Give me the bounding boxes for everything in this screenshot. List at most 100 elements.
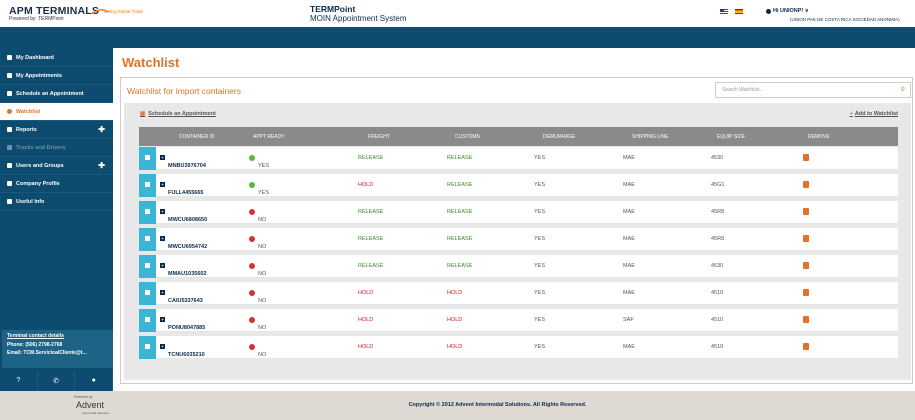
trash-icon[interactable] [803,181,809,188]
checkbox-icon[interactable] [145,317,150,322]
checkbox-icon[interactable] [145,290,150,295]
user-menu[interactable]: Hi UNIONP! ∨ [773,8,809,14]
contact-title[interactable]: Terminal contact details [7,333,64,339]
chat-icon[interactable]: ● [75,370,114,391]
sidebar-item-reports[interactable]: Reports ✚ [0,121,113,139]
trash-icon[interactable] [803,208,809,215]
cross-icon [249,317,255,323]
row-select[interactable] [139,282,156,305]
container-id[interactable]: + MWCU6808650 [160,209,207,223]
watchlist-table-area: ▦ Schedule an Appointment + Add to Watchli… [124,103,911,380]
checkbox-icon[interactable] [145,209,150,214]
search-input[interactable]: Search Watchlist... ⚲ [715,82,911,98]
trash-icon[interactable] [803,154,809,161]
freight-status: HOLD [358,317,374,323]
appt-ready-text: NO [258,244,267,250]
appt-ready-text: NO [258,217,267,223]
col-shipping-line[interactable]: SHIPPING LINE [632,134,669,140]
demurrage: YES [534,209,546,215]
phone-icon[interactable]: ✆ [38,370,76,391]
appt-ready[interactable]: NO [249,317,266,331]
container-id[interactable]: + MMAU1035602 [160,263,207,277]
checkbox-icon[interactable] [145,182,150,187]
demurrage: YES [534,290,546,296]
appt-ready-text: NO [258,298,267,304]
search-icon[interactable]: ⚲ [900,87,905,93]
sidebar-item-label: Reports [16,126,37,133]
trash-icon[interactable] [803,316,809,323]
advent-logo[interactable]: Advent [76,400,105,410]
equip-size: 45R8 [711,209,725,215]
trash-icon[interactable] [803,343,809,350]
add-to-watchlist-link[interactable]: + Add to Watchlist [850,111,898,117]
equip-size: 45R8 [711,236,725,242]
appointments-icon [7,73,12,78]
english-flag-icon[interactable] [720,9,728,14]
sidebar-item-label: Users and Groups [16,162,64,169]
cross-icon [249,344,255,350]
container-id[interactable]: + TCNU6035210 [160,344,205,358]
trash-icon[interactable] [803,289,809,296]
appt-ready[interactable]: NO [249,344,266,358]
container-id[interactable]: + MWCU6954742 [160,236,207,250]
sidebar-item-appointments[interactable]: My Appointments [0,67,113,85]
trash-icon[interactable] [803,235,809,242]
table-header: CONTAINER ID APPT READY FREIGHT CUSTOMS … [139,127,898,146]
row-select[interactable] [139,255,156,278]
col-container-id[interactable]: CONTAINER ID [179,134,215,140]
appt-ready[interactable]: YES [249,155,269,169]
expand-plus-icon[interactable]: + [160,182,165,188]
check-icon [249,182,255,188]
appt-ready[interactable]: NO [249,290,266,304]
schedule-appointment-link[interactable]: ▦ Schedule an Appointment [140,111,216,117]
help-icon[interactable]: ? [0,370,38,391]
sidebar-item-users[interactable]: Users and Groups ✚ [0,157,113,175]
container-id[interactable]: + FULL4455665 [160,182,203,196]
container-id[interactable]: + MNBU3976704 [160,155,206,169]
customs-status: HOLD [447,317,463,323]
expand-plus-icon[interactable]: + [160,290,165,296]
expand-icon[interactable]: ✚ [98,125,105,134]
sidebar-item-watchlist[interactable]: Watchlist [0,103,113,121]
expand-plus-icon[interactable]: + [160,155,165,161]
appt-ready[interactable]: NO [249,263,266,277]
sidebar-item-info[interactable]: Useful Info [0,193,113,211]
appt-ready[interactable]: YES [249,182,269,196]
col-customs[interactable]: CUSTOMS [455,134,480,140]
row-select[interactable] [139,228,156,251]
expand-plus-icon[interactable]: + [160,263,165,269]
col-equip-size[interactable]: EQUIP SIZE [717,134,745,140]
col-appt-ready[interactable]: APPT READY [253,134,285,140]
col-demurrage[interactable]: DEMURRAGE [543,134,576,140]
checkbox-icon[interactable] [145,344,150,349]
row-select[interactable] [139,201,156,224]
page-title: Watchlist [122,55,180,70]
expand-icon[interactable]: ✚ [98,161,105,170]
checkbox-icon[interactable] [145,155,150,160]
container-id[interactable]: + PONU8047885 [160,317,205,331]
logo-title[interactable]: APM TERMINALS [9,5,100,17]
row-select[interactable] [139,174,156,197]
demurrage: YES [534,263,546,269]
row-select[interactable] [139,309,156,332]
checkbox-icon[interactable] [145,236,150,241]
appt-ready[interactable]: NO [249,236,266,250]
sidebar-item-dashboard[interactable]: My Dashboard [0,49,113,67]
trash-icon[interactable] [803,262,809,269]
col-freight[interactable]: FREIGHT [368,134,390,140]
appt-ready[interactable]: NO [249,209,266,223]
watchlist-icon [7,109,12,114]
expand-plus-icon[interactable]: + [160,317,165,323]
sidebar-item-company[interactable]: Company Profile [0,175,113,193]
row-select[interactable] [139,336,156,359]
checkbox-icon[interactable] [145,263,150,268]
expand-plus-icon[interactable]: + [160,344,165,350]
container-id-text: FULL4455665 [168,190,204,196]
expand-plus-icon[interactable]: + [160,209,165,215]
sidebar-item-schedule[interactable]: Schedule an Appointment [0,85,113,103]
container-id[interactable]: + CAIU5337643 [160,290,203,304]
expand-plus-icon[interactable]: + [160,236,165,242]
row-select[interactable] [139,147,156,170]
spanish-flag-icon[interactable] [735,9,743,14]
powered-by: Powered by: TERMPoint [9,16,64,22]
